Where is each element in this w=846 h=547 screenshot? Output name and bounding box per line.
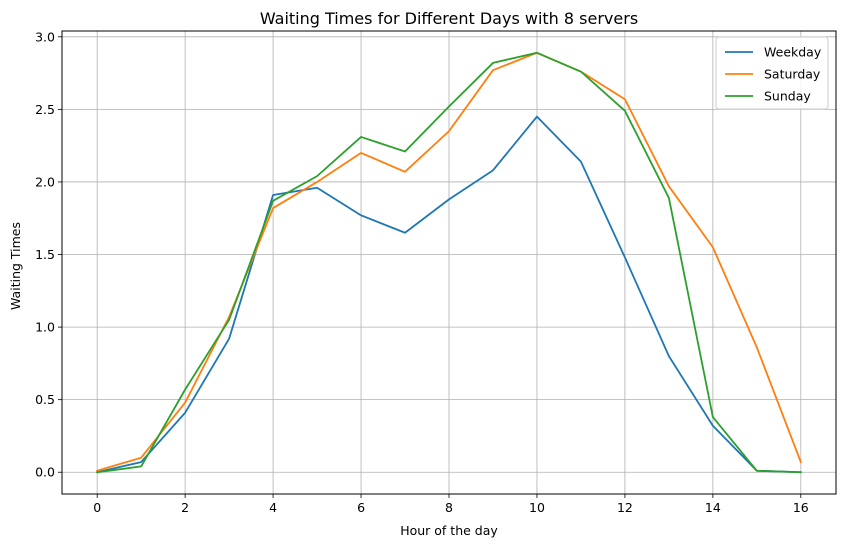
y-tick-label: 0.0	[35, 465, 55, 480]
y-tick-label: 1.0	[35, 320, 55, 335]
legend-label-sunday: Sunday	[764, 89, 811, 104]
legend-label-weekday: Weekday	[764, 45, 822, 60]
y-tick-label: 2.0	[35, 174, 55, 189]
y-axis-label: Waiting Times	[8, 222, 23, 310]
y-tick-label: 3.0	[35, 29, 55, 44]
x-axis-label: Hour of the day	[400, 523, 498, 538]
series-line-weekday	[96, 115, 802, 474]
x-tick-label: 6	[357, 500, 365, 515]
axis-ticks: 0 2 4 6 8 10 12 14 16 0.0 0.5 1.0 1.5 2.0 2.5 3.0	[35, 29, 809, 515]
x-tick-label: 10	[529, 500, 545, 515]
x-tick-label: 4	[269, 500, 277, 515]
x-tick-label: 2	[181, 500, 189, 515]
x-tick-label: 8	[445, 500, 453, 515]
x-tick-label: 12	[617, 500, 633, 515]
y-tick-label: 0.5	[35, 392, 55, 407]
chart-title: Waiting Times for Different Days with 8 …	[260, 9, 638, 28]
legend-box	[715, 36, 829, 110]
x-tick-label: 0	[93, 500, 101, 515]
series-line-sunday	[96, 51, 802, 474]
legend-label-saturday: Saturday	[764, 67, 821, 82]
y-tick-label: 2.5	[35, 102, 55, 117]
x-tick-label: 16	[793, 500, 809, 515]
x-tick-label: 14	[705, 500, 721, 515]
series-lines	[96, 51, 802, 474]
legend: Weekday Saturday Sunday	[715, 36, 829, 110]
series-line-saturday	[96, 51, 802, 472]
y-tick-label: 1.5	[35, 247, 55, 262]
